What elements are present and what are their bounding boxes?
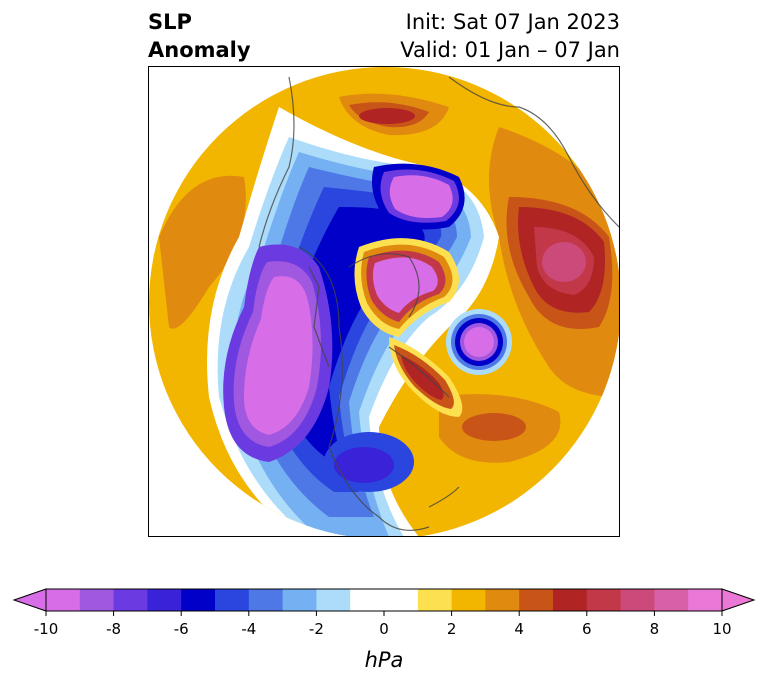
colorbar-cell [147,589,182,611]
colorbar-cell [181,589,216,611]
colorbar-tick-label: 10 [712,620,731,638]
colorbar-cell [586,589,622,611]
colorbar-cell [620,589,655,611]
colorbar-cell [113,589,148,611]
title-left: SLP Anomaly [148,8,251,64]
colorbar-cell [417,589,453,611]
title-right: Init: Sat 07 Jan 2023 Valid: 01 Jan – 07… [400,8,620,64]
title-variable: SLP [148,10,192,34]
colorbar-cell [215,589,250,611]
colorbar-cell [485,589,520,611]
colorbar-cell [553,589,588,611]
coastlines [258,76,619,531]
valid-range: Valid: 01 Jan – 07 Jan [400,38,620,62]
map-panel [148,66,620,537]
colorbar: -10 -8 -6 -4 -2 0 2 4 6 8 10 [12,588,756,638]
init-date: Init: Sat 07 Jan 2023 [405,10,620,34]
anomaly-field [149,67,619,536]
colorbar-tick-label: 2 [447,620,457,638]
colorbar-units: hPa [364,648,404,672]
colorbar-extend-high [721,588,756,612]
colorbar-cell [350,589,385,611]
colorbar-tick-label: -8 [106,620,121,638]
colorbar-tick-label: 0 [379,620,389,638]
colorbar-cell [46,589,81,611]
colorbar-extend-low [12,588,47,612]
colorbar-tick-label: 4 [514,620,524,638]
positive-anomaly-west [159,175,246,329]
colorbar-tick-label: -4 [241,620,256,638]
title-anomaly: Anomaly [148,38,251,62]
positive-anomaly-arctic [372,257,438,313]
colorbar-cell [248,589,284,611]
colorbar-cell [519,589,554,611]
colorbar-cell [384,589,419,611]
colorbar-cell [316,589,351,611]
colorbar-tick-label: -10 [34,620,59,638]
colorbar-tick-label: -2 [309,620,324,638]
colorbar-tick-label: -6 [174,620,189,638]
colorbar-cell [282,589,317,611]
anomaly-map [149,67,619,536]
colorbar-cell [654,589,689,611]
colorbar-tick-label: 6 [582,620,592,638]
colorbar-tick-label: 8 [650,620,660,638]
negative-anomaly-siberia [389,175,453,218]
colorbar-cell [451,589,486,611]
colorbar-cell [688,589,723,611]
colorbar-cell [79,589,115,611]
negative-anomaly-pacific [244,276,313,435]
